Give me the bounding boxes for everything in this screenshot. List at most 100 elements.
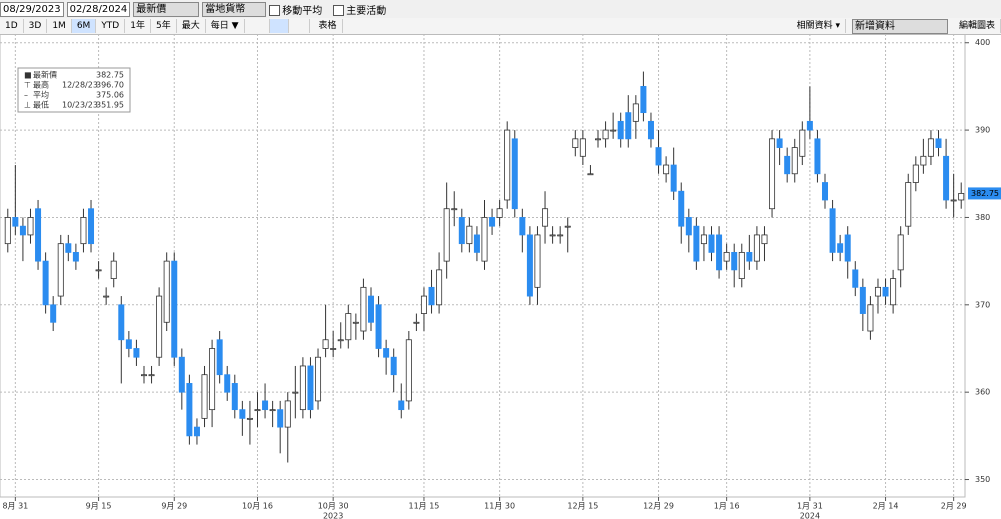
candle-body — [489, 217, 496, 227]
x-tick-label: 10月 16 — [242, 502, 273, 511]
candle-body — [625, 112, 632, 140]
candle-body — [519, 217, 526, 236]
candle-body — [716, 234, 723, 271]
legend-box — [17, 67, 131, 113]
x-tick-label: 9月 15 — [86, 502, 112, 511]
plot-frame — [0, 34, 966, 498]
candle-body — [708, 234, 715, 253]
year-label: 2023 — [323, 512, 343, 519]
candle-body — [542, 208, 549, 227]
period-button[interactable]: 5年 — [151, 19, 177, 33]
candle-body — [882, 286, 889, 297]
period-button[interactable]: 1M — [47, 19, 72, 33]
field-select[interactable]: 最新價 — [133, 1, 200, 17]
candle-body — [193, 426, 200, 437]
candle-body — [27, 217, 34, 236]
period-buttons: 1D 3D 1M 6M YTD 1年 5年 最大 — [0, 19, 206, 33]
related-data[interactable]: 相關資料 ▾ — [792, 19, 846, 33]
candle-body — [920, 155, 927, 166]
candle-body — [844, 234, 851, 262]
legend-label: 最低 — [33, 100, 49, 110]
legend-date: 10/23/23 — [62, 101, 98, 110]
candle-body — [88, 208, 95, 245]
candle-body — [912, 164, 919, 183]
x-tick-label: 12月 29 — [643, 502, 674, 511]
year-label: 2024 — [800, 512, 820, 519]
x-tick-label: 11月 30 — [484, 502, 515, 511]
candle-body — [345, 313, 352, 341]
candle-body — [420, 295, 427, 314]
candle-body — [837, 243, 844, 253]
candle-body — [852, 269, 859, 288]
candle-body — [269, 409, 276, 412]
start-date[interactable]: 08/29/2023 — [0, 1, 64, 17]
legend-label: 最新價 — [33, 70, 57, 80]
legend-date: 12/28/23 — [62, 81, 98, 90]
candle-body — [927, 138, 934, 157]
candle-body — [647, 120, 654, 140]
legend-label: 平均 — [33, 90, 49, 100]
period-button[interactable]: 3D — [24, 19, 48, 33]
candle-body — [42, 260, 49, 306]
candle-body — [466, 225, 473, 245]
candle-body — [337, 339, 344, 342]
candle-body — [367, 295, 374, 323]
candle-body — [617, 120, 624, 140]
tool[interactable] — [289, 19, 310, 33]
candle-body — [80, 217, 87, 245]
candle-body — [685, 217, 692, 236]
candle-body — [784, 155, 791, 175]
period-button[interactable]: 最大 — [177, 19, 206, 33]
candle-body — [330, 348, 337, 350]
candle-body — [231, 383, 238, 411]
candle-body — [216, 339, 223, 376]
candle-body — [549, 234, 556, 237]
candle-body — [806, 120, 813, 131]
candle-body — [723, 251, 730, 262]
candle-body — [655, 147, 662, 166]
candle-body — [315, 356, 322, 402]
candle-body — [103, 295, 110, 298]
candle-body — [761, 234, 768, 245]
candle-body — [322, 339, 329, 349]
candle-body — [738, 251, 745, 280]
candle-body — [822, 182, 829, 201]
period-button[interactable]: 1年 — [125, 19, 151, 33]
table-button[interactable]: 表格 — [314, 19, 343, 33]
candle-body — [72, 251, 79, 262]
add-data[interactable]: 新增資料 — [851, 18, 948, 34]
candle-body — [950, 199, 957, 202]
moving-average-label: 移動平均 — [282, 5, 323, 17]
period-button[interactable]: 1D — [0, 19, 24, 33]
events[interactable]: 主要活動 — [333, 2, 386, 17]
frequency[interactable]: 每日 ▼ — [206, 19, 245, 33]
candle-body — [890, 278, 897, 306]
period-button[interactable]: 6M — [71, 19, 97, 33]
moving-average[interactable]: 移動平均 — [269, 2, 322, 17]
candle-body — [663, 164, 670, 175]
tool[interactable] — [269, 19, 289, 33]
candle-body — [171, 260, 178, 358]
legend-symbol: – — [24, 91, 28, 100]
y-tick-label: 370 — [975, 300, 990, 309]
period-bar: 1D 3D 1M 6M YTD 1年 5年 最大 每日 ▼ 表格 相關資料 ▾ 新增資料 編輯… — [0, 18, 1001, 35]
x-tick-label: 10月 30 — [318, 502, 349, 511]
candle-body — [776, 138, 783, 148]
chart: 350 360 370 380 390 400 8月 31 9月 15 9月 29 10月 16 1… — [0, 34, 1001, 519]
candle-body — [413, 321, 420, 324]
candle-body — [874, 286, 881, 297]
period-button[interactable]: YTD — [96, 19, 126, 33]
legend-value: 375.06 — [96, 91, 124, 100]
candle-body — [163, 260, 170, 323]
legend-value: 382.75 — [96, 71, 124, 80]
end-date[interactable]: 02/28/2024 — [66, 1, 131, 17]
tool[interactable] — [245, 19, 270, 33]
y-tick-label: 380 — [975, 213, 990, 222]
candle-body — [534, 234, 541, 288]
candle-body — [458, 217, 465, 245]
candle-body — [133, 348, 140, 358]
toolbar: 08/29/2023 02/28/2024 最新價 當地貨幣 移動平均 主要活動 — [0, 0, 1001, 18]
candle-body — [595, 138, 602, 141]
currency-select[interactable]: 當地貨幣 — [202, 1, 267, 17]
edit-chart[interactable]: 編輯圖表 — [954, 19, 1001, 33]
